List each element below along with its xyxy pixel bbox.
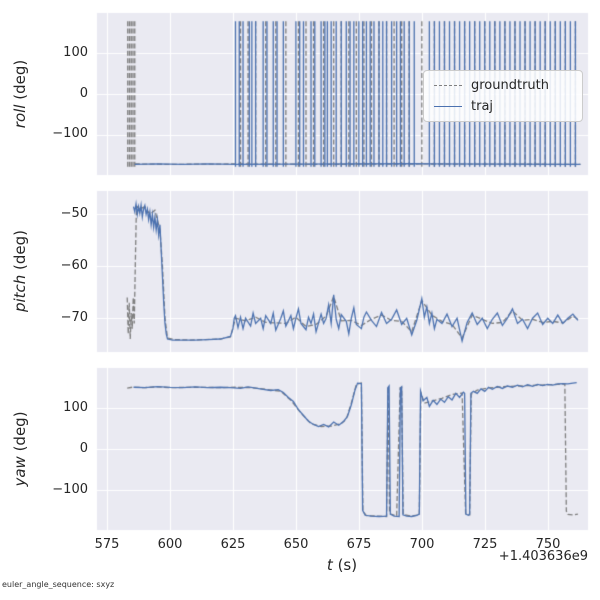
xtick-600: 600 (157, 537, 183, 552)
x-axis-offset-text: +1.403636e9 (498, 549, 588, 564)
yaw-ytick-100: 100 (63, 400, 88, 415)
yaw-axis-label-unit: (deg) (11, 411, 29, 457)
roll-ytick-n100: −100 (52, 126, 88, 141)
yaw-ytick-n100: −100 (52, 482, 88, 497)
x-axis-label: t (s) (327, 556, 357, 574)
roll-axis-label-unit: (deg) (11, 59, 29, 105)
x-axis-label-var: t (326, 556, 333, 574)
roll-axis-label-var: roll (11, 104, 29, 129)
xtick-575: 575 (94, 537, 120, 552)
legend-label-traj: traj (471, 99, 494, 114)
pitch-axis-label: pitch (deg) (11, 230, 29, 312)
xtick-750: 750 (535, 537, 561, 552)
xtick-725: 725 (472, 537, 498, 552)
pitch-ytick-n50: −50 (60, 206, 88, 221)
pitch-axis-label-unit: (deg) (11, 229, 29, 275)
euler-angle-sequence-note: euler_angle_sequence: sxyz (2, 580, 115, 589)
xtick-700: 700 (409, 537, 435, 552)
legend-item-traj: traj (434, 99, 572, 114)
x-axis-label-unit: (s) (332, 556, 358, 574)
legend-dashed-line-sample (434, 85, 462, 86)
roll-ytick-0: 0 (79, 86, 88, 101)
legend-label-groundtruth: groundtruth (471, 78, 550, 93)
legend-item-groundtruth: groundtruth (434, 78, 572, 93)
pitch-ytick-n60: −60 (60, 258, 88, 273)
yaw-axis-label: yaw (deg) (11, 411, 29, 486)
roll-axis-label: roll (deg) (11, 60, 29, 128)
legend-solid-line-sample (434, 106, 462, 107)
xtick-675: 675 (346, 537, 372, 552)
legend: groundtruth traj (423, 70, 583, 122)
pitch-axis-label-var: pitch (11, 274, 29, 313)
xtick-650: 650 (283, 537, 309, 552)
yaw-axis-label-var: yaw (11, 456, 29, 487)
roll-ytick-100: 100 (63, 45, 88, 60)
yaw-ytick-0: 0 (79, 441, 88, 456)
xtick-625: 625 (220, 537, 246, 552)
pitch-ytick-n70: −70 (60, 310, 88, 325)
